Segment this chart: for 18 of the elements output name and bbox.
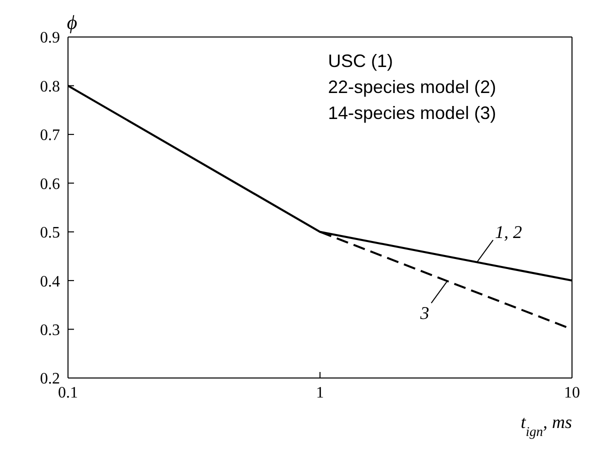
x-tick-label: 10: [564, 384, 580, 402]
annotation: USC (1): [328, 50, 394, 73]
x-tick-label: 1: [316, 384, 324, 402]
x-axis-title: t$_{ign}$, ms: [520, 412, 572, 438]
y-axis-title: ϕ: [66, 12, 78, 34]
y-tick-label: 0.6: [40, 176, 60, 193]
y-tick-label: 0.3: [40, 322, 60, 339]
annotation: 1, 2: [495, 222, 522, 242]
y-tick-label: 0.2: [40, 370, 60, 388]
y-tick-label: 0.7: [40, 127, 60, 144]
y-tick-label: 0.4: [40, 273, 60, 290]
x-tick-label: 0.1: [58, 384, 78, 402]
y-tick-label: 0.8: [40, 78, 60, 96]
annotation: 3: [419, 303, 430, 324]
annotation: 14-species model (3): [328, 102, 496, 125]
y-tick-label: 0.5: [40, 224, 60, 242]
y-tick-label: 0.9: [40, 30, 60, 47]
annotation: 22-species model (2): [328, 76, 496, 99]
